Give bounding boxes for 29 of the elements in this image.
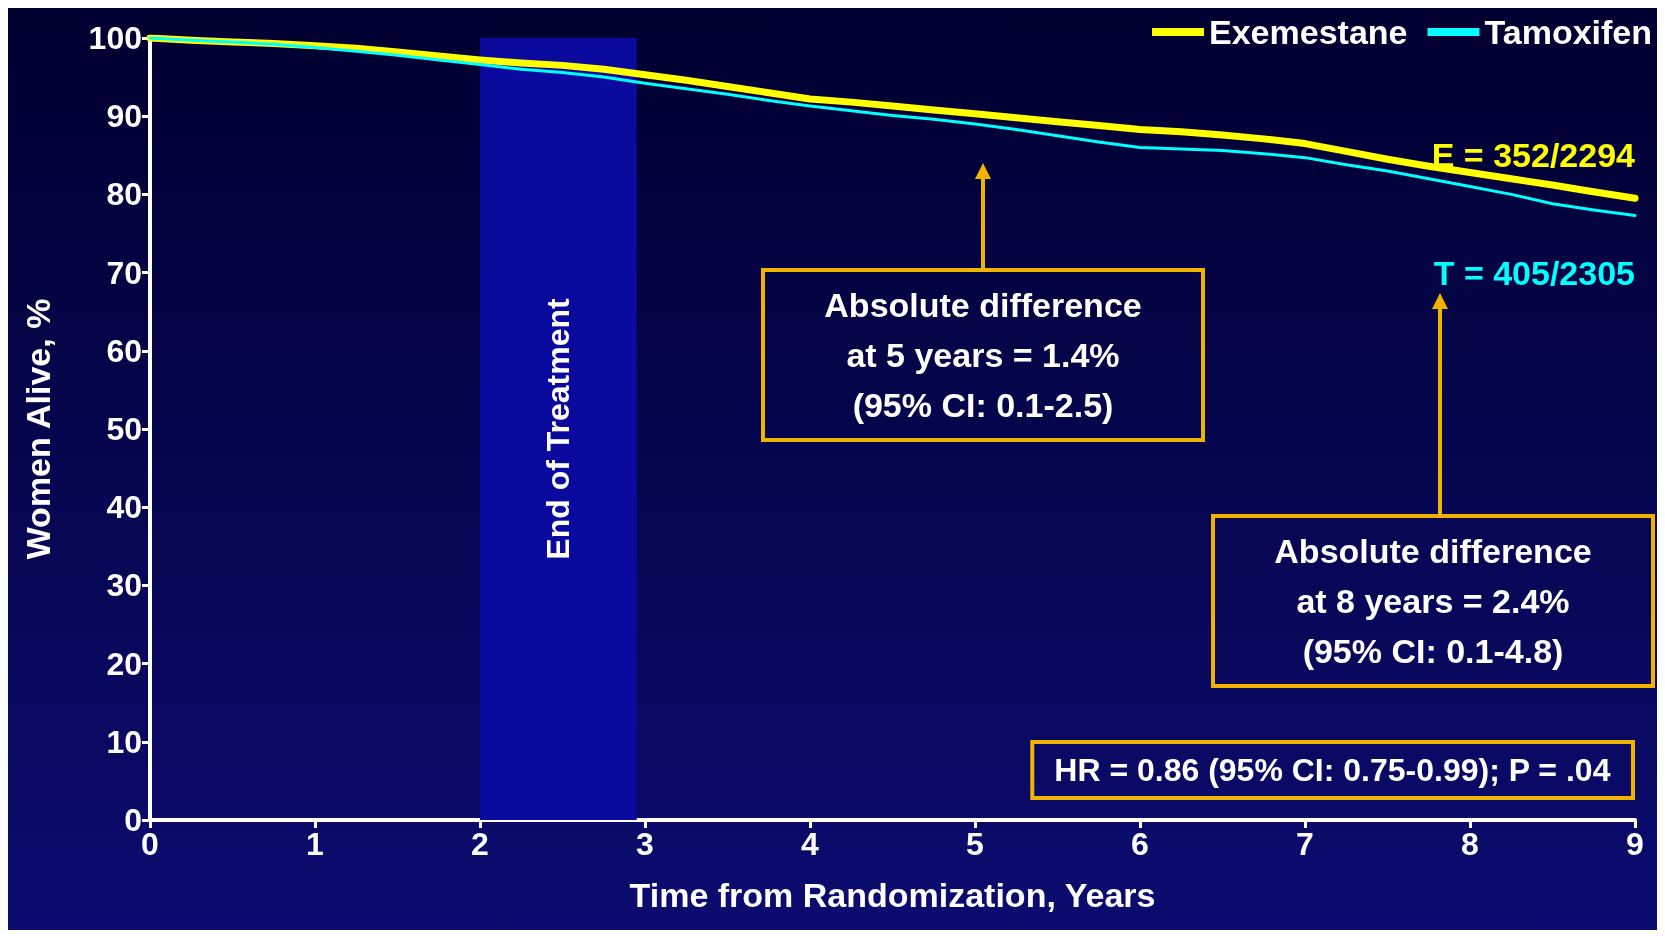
x-tick-label: 4	[801, 826, 820, 862]
annotation: T = 405/2305	[1433, 253, 1635, 292]
y-tick-label: 0	[124, 802, 142, 838]
y-tick-label: 60	[106, 332, 142, 369]
legend-label: Tamoxifen	[1484, 13, 1653, 51]
y-tick-label: 80	[106, 176, 142, 213]
x-tick-label: 3	[636, 826, 654, 862]
x-tick-label: 5	[966, 826, 984, 862]
band-label: End of Treatment	[540, 297, 577, 560]
annotation: Absolute difference at 5 years = 1.4% (95% CI: 0.1-2.5)	[824, 286, 1142, 424]
x-tick-label: 2	[471, 826, 489, 862]
x-tick-label: 1	[306, 826, 324, 862]
y-axis-title: Women Alive, %	[19, 298, 57, 560]
x-tick-label: 9	[1626, 826, 1644, 862]
y-tick-label: 30	[106, 567, 142, 604]
annotation: Absolute difference at 8 years = 2.4% (95% CI: 0.1-4.8)	[1274, 532, 1592, 670]
y-tick-label: 70	[106, 254, 142, 291]
legend-label: Exemestane	[1209, 13, 1408, 51]
y-tick-label: 40	[106, 489, 142, 526]
x-tick-label: 8	[1461, 826, 1479, 862]
annotation: HR = 0.86 (95% CI: 0.75-0.99); P = .04	[1054, 752, 1611, 788]
y-tick-label: 50	[106, 411, 142, 447]
x-axis-title: Time from Randomization, Years	[629, 876, 1156, 914]
x-tick-label: 6	[1131, 826, 1149, 862]
y-tick-label: 20	[106, 645, 142, 682]
x-tick-label: 7	[1296, 826, 1314, 862]
y-tick-label: 100	[88, 20, 142, 56]
y-tick-label: 90	[106, 98, 142, 135]
y-tick-label: 10	[106, 723, 142, 760]
